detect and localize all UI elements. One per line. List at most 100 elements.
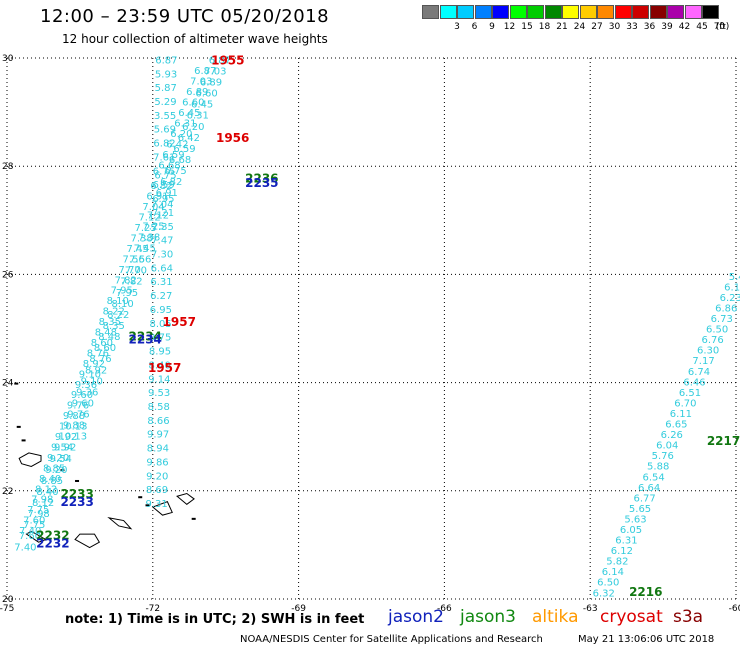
track-value: 6.87 <box>194 66 216 77</box>
track-value: 7.45 <box>127 244 149 255</box>
track-value: 9.92 <box>54 443 76 454</box>
cay-mark <box>16 425 21 428</box>
cay-mark <box>60 469 65 472</box>
track-value: 5.69 <box>154 125 176 136</box>
track-value: 6.70 <box>674 398 696 409</box>
track-value: 8.76 <box>89 354 111 365</box>
track-value: 8.10 <box>107 296 129 307</box>
track-value: 6.50 <box>706 325 728 336</box>
track-value: 8.12 <box>32 498 54 509</box>
track-value: 6.11 <box>670 409 692 420</box>
track-value: 9.76 <box>67 401 89 412</box>
legend-label: 33 <box>626 22 638 32</box>
track-value: 6.82 <box>150 181 172 192</box>
track-value: 6.95 <box>152 194 174 205</box>
track-value: 6.89 <box>186 87 208 98</box>
island-outline <box>176 492 195 505</box>
track-value: 6.12 <box>611 546 633 557</box>
track-value: 7.82 <box>115 275 137 286</box>
track-value: 7.04 <box>151 199 173 210</box>
time-label: 2235 <box>245 176 278 190</box>
track-value: 6.86 <box>715 303 737 314</box>
track-value: 6.75 <box>165 166 187 177</box>
track-value: 6.59 <box>173 144 195 155</box>
track-value: 7.45 <box>134 244 156 255</box>
time-label: 2233 <box>60 487 93 501</box>
legend-label: 42 <box>678 22 691 32</box>
satellite-legend-s3a: s3a <box>673 607 704 627</box>
track-value: 7.38 <box>130 233 152 244</box>
track-value: 6.76 <box>701 335 723 346</box>
cay-mark <box>145 504 150 507</box>
track-value: 9.76 <box>67 410 89 421</box>
track-value: 9.20 <box>45 465 67 476</box>
track-value: 7.95 <box>116 288 138 299</box>
footer-note: note: 1) Time is in UTC; 2) SWH is in fe… <box>65 612 365 627</box>
track-value: 7.38 <box>138 232 160 243</box>
legend-swatch <box>614 5 632 19</box>
legend-swatch <box>457 5 474 19</box>
map-grid <box>6 57 737 600</box>
x-tick-label: -72 <box>145 604 160 614</box>
track-value: 6.54 <box>643 472 665 483</box>
track-value: 9.92 <box>55 432 77 443</box>
x-tick-label: -75 <box>0 604 14 614</box>
track-value: 7.25 <box>142 221 164 232</box>
legend-label: 24 <box>573 22 586 32</box>
track-value: 7.40 <box>14 542 36 553</box>
track-value: 6.31 <box>187 111 209 122</box>
track-value: 9.53 <box>148 388 170 399</box>
time-label: 2234 <box>129 329 162 343</box>
y-tick-label: 28 <box>2 162 14 172</box>
track-value: 8.10 <box>111 299 133 310</box>
track-value: 5.88 <box>647 462 669 473</box>
track-value: 7.70 <box>125 266 147 277</box>
land-outlines <box>14 382 196 549</box>
track-value: 8.85 <box>41 476 63 487</box>
time-labels: 1955195622362235195722342234195722332233… <box>36 53 740 598</box>
track-value: 6.87 <box>155 55 177 66</box>
x-tick-label: -66 <box>437 604 452 614</box>
time-label: 2216 <box>629 585 662 599</box>
island-outline <box>74 533 101 549</box>
track-value: 6.50 <box>597 578 619 589</box>
track-value: 8.35 <box>99 317 121 328</box>
track-value: 6.45 <box>191 100 213 111</box>
track-value: 7.35 <box>152 222 174 233</box>
track-value: 7.82 <box>120 277 142 288</box>
track-value: 7.12 <box>147 210 169 221</box>
legend-label: 70 <box>713 22 726 32</box>
track-value: 8.22 <box>107 310 129 321</box>
axis-ticks: -75 -72 -69 -66 -63 -60 30 28 26 24 22 20 <box>0 54 740 614</box>
satellite-legend-altika: altika <box>532 607 579 627</box>
track-value: 7.60 <box>19 531 41 542</box>
timestamp-text: May 21 13:06:06 UTC 2018 <box>578 634 715 645</box>
legend-swatch <box>702 5 719 19</box>
track-value: 6.42 <box>178 133 200 144</box>
island-outline <box>107 517 133 530</box>
track-value: 8.35 <box>103 321 125 332</box>
track-value: 6.59 <box>152 180 174 191</box>
y-tick-label: 30 <box>2 54 14 64</box>
legend-swatch <box>667 5 684 19</box>
track-value: 7.95 <box>111 286 133 297</box>
track-value: 6.31 <box>150 277 172 288</box>
track-value: 9.86 <box>146 457 168 468</box>
legend-unit: (ft) <box>715 22 730 32</box>
track-value: 8.92 <box>83 359 105 370</box>
time-label: 1956 <box>216 131 249 145</box>
legend-label: 36 <box>643 22 656 32</box>
track-value: 6.20 <box>170 129 192 140</box>
track-value: 5.47 <box>729 272 740 283</box>
y-tick-label: 22 <box>2 487 13 497</box>
track-value: 7.75 <box>27 505 49 516</box>
track-value: 6.82 <box>160 177 182 188</box>
track-value: 6.75 <box>153 166 175 177</box>
time-label: 2232 <box>36 528 69 542</box>
track-value: 7.61 <box>153 152 175 163</box>
legend-swatch <box>492 5 509 19</box>
track-value: 10.13 <box>59 422 88 433</box>
track-value: 6.26 <box>661 430 683 441</box>
track-value: 5.29 <box>154 97 176 108</box>
track-value: 6.05 <box>620 525 642 536</box>
